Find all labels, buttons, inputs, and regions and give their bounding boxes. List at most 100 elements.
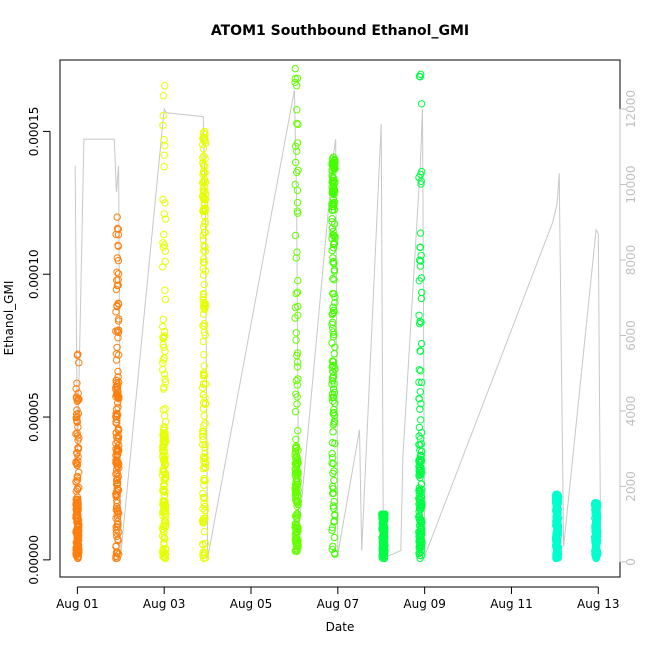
data-point (200, 351, 208, 359)
data-point (161, 347, 169, 355)
data-point (199, 391, 208, 399)
data-point (417, 416, 425, 424)
data-point (160, 354, 168, 362)
data-point (330, 411, 339, 420)
point-cluster (378, 510, 389, 563)
data-point (114, 437, 122, 446)
point-cluster (291, 64, 302, 555)
data-point (159, 497, 168, 505)
data-point (73, 472, 82, 481)
data-point (200, 255, 208, 263)
data-point (293, 186, 302, 195)
data-point (591, 501, 599, 509)
data-point (159, 315, 168, 324)
data-point (417, 100, 426, 108)
y-axis-label: Ethanol_GMI (2, 281, 16, 356)
data-point (294, 302, 302, 311)
data-point (417, 339, 426, 348)
data-point (161, 412, 169, 420)
data-point (291, 535, 300, 543)
data-point (200, 499, 208, 507)
y2-axis: 0 2000 4000 6000 8000 10000 12000 (619, 90, 638, 566)
data-point (329, 231, 337, 239)
data-point (200, 412, 209, 420)
data-point (200, 362, 209, 370)
data-point (591, 553, 600, 561)
data-point (200, 453, 208, 461)
data-point (292, 483, 300, 491)
data-point (201, 300, 209, 308)
data-point (73, 541, 81, 550)
data-point (114, 472, 123, 481)
data-point (417, 367, 425, 375)
data-point (73, 498, 82, 506)
data-point (74, 389, 82, 397)
data-point (554, 527, 562, 535)
data-point (114, 231, 123, 239)
data-point (201, 539, 210, 548)
data-point (418, 288, 426, 297)
data-point (112, 429, 120, 437)
data-point (329, 358, 338, 366)
data-point (331, 234, 339, 243)
data-point (112, 523, 120, 531)
data-point (199, 310, 208, 318)
data-point (113, 254, 122, 262)
data-point (330, 182, 338, 190)
data-point (112, 490, 120, 498)
data-point (112, 525, 121, 534)
data-point (329, 368, 337, 376)
data-point (553, 492, 561, 500)
y-axis: 0.00000 0.00005 0.00010 0.00015 (27, 107, 51, 585)
data-point (113, 213, 121, 221)
data-point (113, 480, 122, 488)
data-point (415, 256, 424, 264)
y-tick-label: 0.00015 (27, 107, 41, 157)
data-point (113, 450, 122, 458)
data-point (161, 215, 170, 223)
data-point (114, 241, 122, 250)
data-point (160, 480, 169, 489)
data-point (200, 183, 208, 191)
data-point (199, 337, 208, 346)
data-point (593, 539, 601, 547)
data-point (114, 270, 123, 278)
data-point (379, 525, 387, 533)
data-point (73, 351, 82, 359)
data-point (330, 165, 338, 173)
x-tick-label: Aug 03 (143, 597, 186, 611)
data-point (160, 343, 168, 351)
data-point (112, 433, 121, 441)
x-axis-label: Date (326, 620, 355, 634)
data-point (330, 476, 338, 485)
data-point (200, 280, 209, 289)
data-point (294, 492, 302, 500)
data-point (159, 334, 168, 342)
data-point (291, 74, 299, 83)
data-point (552, 506, 560, 514)
data-point (330, 419, 338, 427)
data-point (418, 378, 426, 387)
data-point (330, 517, 338, 525)
data-point (415, 514, 423, 522)
data-point (74, 519, 82, 528)
data-point (330, 267, 339, 275)
data-point (331, 343, 339, 351)
data-point (329, 174, 338, 182)
data-point (73, 450, 81, 458)
data-point (201, 267, 210, 275)
data-point (593, 499, 601, 507)
data-point (331, 293, 339, 301)
data-point (292, 376, 300, 385)
data-point (199, 168, 208, 176)
data-point (73, 546, 82, 554)
data-point (200, 370, 208, 378)
data-point (160, 370, 169, 378)
data-point (160, 162, 168, 171)
data-point (417, 502, 426, 510)
point-cluster (159, 82, 170, 563)
data-point (294, 467, 302, 476)
data-point (161, 439, 169, 447)
data-point (112, 350, 121, 358)
data-point (199, 271, 208, 279)
